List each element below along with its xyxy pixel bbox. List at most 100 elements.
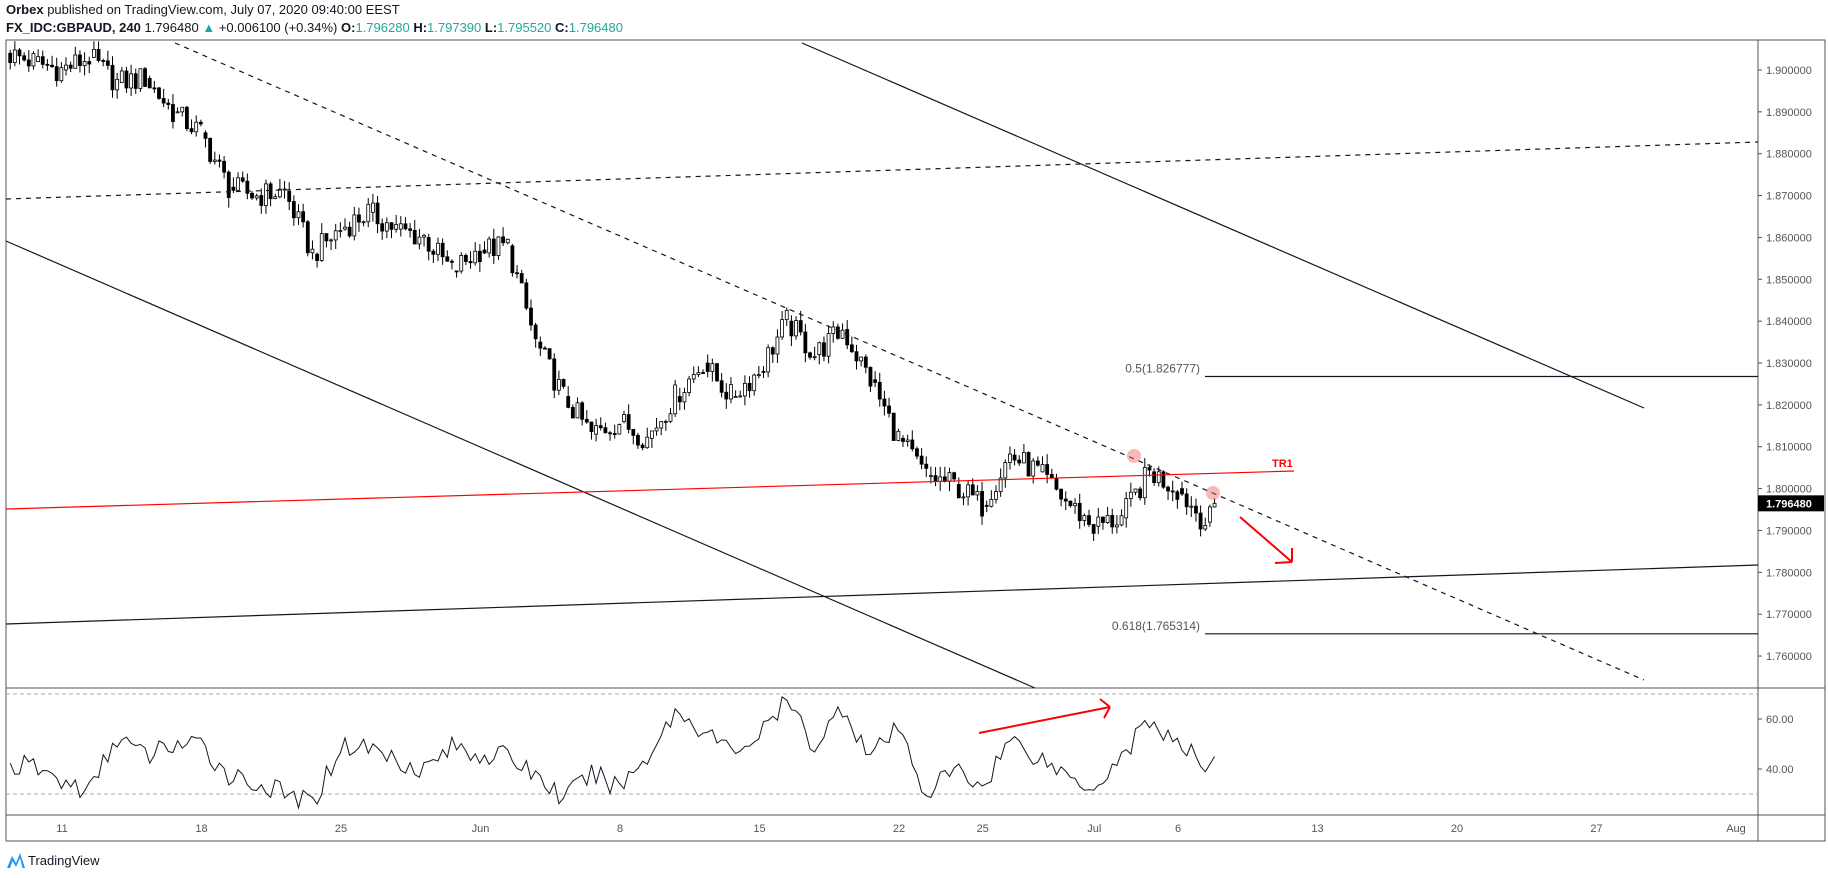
chart-border — [5, 39, 1826, 842]
candle-body — [1147, 467, 1152, 471]
candle-body — [789, 320, 794, 337]
candle-body — [603, 427, 608, 434]
price-tick-label: 1.790000 — [1766, 525, 1812, 537]
candle-body — [408, 228, 413, 231]
candle-body — [812, 356, 817, 359]
candle-body — [240, 177, 245, 182]
candle-body — [1105, 515, 1110, 523]
candle-body — [915, 448, 919, 457]
candle-body — [929, 475, 933, 478]
rsi-pane — [6, 693, 1758, 810]
candle-body — [403, 223, 408, 230]
candle-body — [17, 49, 22, 57]
candle-body — [468, 261, 473, 264]
candle-body — [1003, 462, 1008, 479]
fib-0.618-label: 0.618(1.765314) — [1112, 619, 1200, 633]
time-tick-label: 8 — [617, 823, 623, 835]
candle-body — [561, 379, 566, 387]
candle-body — [319, 233, 324, 261]
candle-body — [1194, 505, 1198, 514]
candle-body — [259, 195, 264, 206]
candle-body — [138, 68, 143, 89]
candle-body — [1087, 515, 1091, 525]
time-tick-label: Jun — [472, 823, 490, 835]
candle-body — [989, 499, 994, 507]
candle-body — [794, 320, 798, 337]
candle-body — [524, 282, 529, 309]
candle-body — [817, 342, 822, 356]
candle-body — [1119, 515, 1124, 526]
candle-body — [589, 421, 594, 432]
tradingview-logo[interactable]: TradingView — [6, 850, 100, 870]
candle-body — [50, 64, 54, 68]
candle-body — [998, 477, 1003, 492]
candle-body — [994, 491, 998, 500]
tradingview-brand: TradingView — [28, 852, 100, 868]
candle-body — [175, 111, 180, 114]
last-price-label: 1.796480 — [1766, 498, 1812, 510]
candle-body — [394, 224, 399, 230]
price-tick-label: 1.830000 — [1766, 358, 1812, 370]
price-tick-label: 1.850000 — [1766, 274, 1812, 286]
axes[interactable]: 1.900000 1.890000 1.880000 1.870000 1.860000… — [56, 65, 1824, 835]
candle-body — [361, 221, 366, 224]
candle-body — [622, 414, 626, 423]
candle-body — [798, 320, 803, 333]
candle-body — [1212, 502, 1217, 508]
change: +0.006100 (+0.34%) — [218, 20, 338, 35]
candle-body — [673, 384, 678, 415]
candle-body — [873, 379, 877, 383]
candle-body — [566, 396, 571, 408]
candle-body — [203, 132, 208, 139]
candle-body — [594, 425, 598, 435]
candle-body — [357, 214, 361, 223]
candle-body — [440, 242, 445, 258]
candle-body — [970, 484, 975, 496]
candle-body — [426, 237, 431, 252]
candle-body — [1031, 460, 1036, 477]
candle-body — [631, 429, 636, 436]
candle-body — [584, 418, 589, 423]
chart-frame — [5, 39, 1826, 842]
candle-body — [59, 67, 64, 82]
author[interactable]: Orbex — [6, 2, 44, 17]
dashed-upper-line — [5, 141, 1759, 200]
candle-body — [1133, 488, 1138, 493]
candle-body — [1035, 460, 1040, 466]
candle-body — [417, 236, 422, 245]
rsi-arrow-head — [1099, 698, 1111, 708]
candle-body — [1073, 502, 1077, 507]
candle-body — [501, 236, 506, 244]
candle-body — [766, 347, 771, 373]
candle-body — [482, 249, 487, 254]
rising-support-line — [5, 564, 1759, 625]
lower-channel-line — [5, 240, 1036, 689]
drawings[interactable]: TR1 0.5(1.826777) 0.618(1.765314) — [5, 42, 1759, 734]
fib-0.5-label: 0.5(1.826777) — [1125, 362, 1200, 376]
high-label: H: — [413, 20, 428, 35]
candle-body — [505, 238, 510, 244]
candle-body — [570, 406, 575, 419]
candle-body — [226, 171, 231, 198]
candle-body — [729, 384, 733, 400]
candle-body — [12, 49, 17, 64]
candle-body — [924, 463, 929, 469]
candle-body — [301, 211, 306, 223]
candle-body — [277, 188, 282, 198]
candle-body — [877, 381, 882, 400]
time-tick-label: 15 — [753, 823, 765, 835]
candle-body — [105, 60, 110, 66]
rsi-arrow-head — [1103, 706, 1111, 719]
candle-body — [650, 430, 654, 439]
candle-body — [743, 382, 747, 397]
candle-body — [129, 73, 134, 89]
candle-body — [198, 121, 203, 125]
rsi-line — [9, 696, 1215, 810]
candle-body — [691, 374, 696, 380]
candle-body — [533, 324, 538, 340]
candle-body — [612, 433, 617, 435]
candle-body — [194, 121, 199, 133]
symbol[interactable]: FX_IDC:GBPAUD, 240 — [6, 20, 141, 35]
candle-body — [663, 420, 668, 423]
